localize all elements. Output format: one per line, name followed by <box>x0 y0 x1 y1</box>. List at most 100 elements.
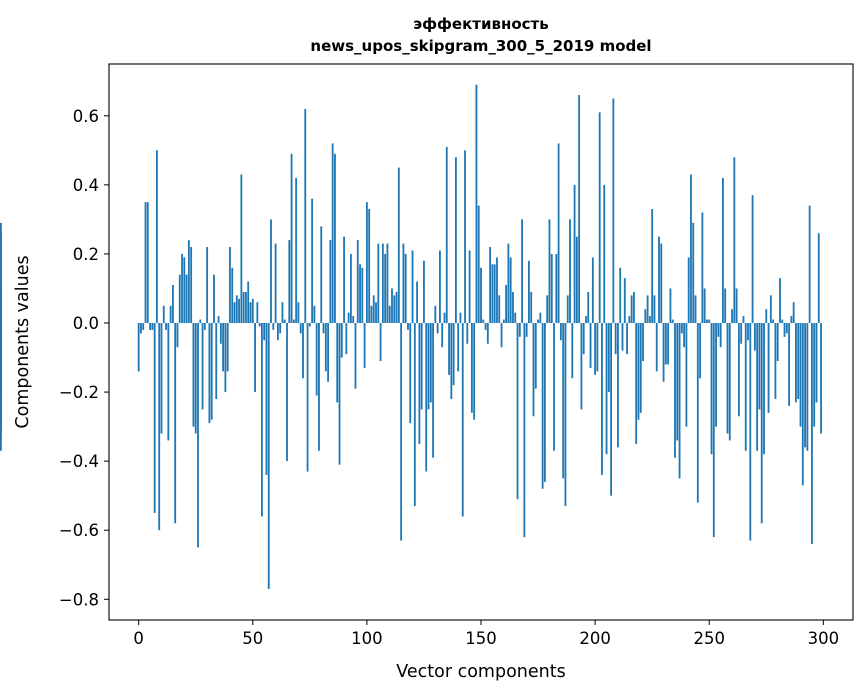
bar <box>749 323 752 541</box>
bar <box>605 323 608 455</box>
bar <box>648 316 651 324</box>
bar <box>521 219 523 323</box>
bar <box>788 323 791 406</box>
bar <box>664 323 667 365</box>
y-axis-label: Components values <box>13 255 33 428</box>
bar <box>0 222 2 324</box>
bar <box>523 323 526 538</box>
bar <box>619 267 622 323</box>
bar <box>441 323 444 348</box>
x-tick-label: 0 <box>133 629 144 648</box>
bar <box>466 323 469 344</box>
bar <box>792 302 795 324</box>
bar <box>375 302 377 324</box>
bar <box>509 257 512 323</box>
bar <box>445 146 448 323</box>
bar <box>165 323 167 330</box>
bar <box>429 323 432 403</box>
bar <box>320 226 323 324</box>
bar <box>525 323 528 337</box>
bar <box>363 323 366 368</box>
bar <box>144 202 147 324</box>
bar <box>299 323 302 334</box>
bar <box>356 240 359 323</box>
x-tick-label: 200 <box>579 629 611 648</box>
bar <box>160 323 163 434</box>
bar <box>397 167 400 323</box>
bar <box>452 323 455 386</box>
bar <box>564 323 567 507</box>
bar <box>187 240 190 323</box>
bar <box>149 323 151 330</box>
bar <box>753 323 756 351</box>
bar <box>596 323 599 372</box>
bar <box>489 247 492 324</box>
bar <box>416 281 419 324</box>
bar <box>674 323 676 458</box>
bar <box>315 323 318 396</box>
y-tick-label: −0.2 <box>59 383 99 402</box>
bar <box>815 323 818 403</box>
bar <box>265 323 268 475</box>
bar <box>418 323 421 444</box>
bar <box>286 323 288 462</box>
bar <box>240 174 243 324</box>
bar <box>482 319 485 323</box>
bar <box>338 323 341 465</box>
bar <box>224 323 227 393</box>
y-tick-label: 0.0 <box>73 314 99 333</box>
bar <box>500 323 503 348</box>
bar <box>454 157 457 323</box>
bar <box>676 323 679 441</box>
bar <box>215 323 218 399</box>
bar <box>733 157 736 323</box>
bar <box>226 323 229 372</box>
bar <box>254 323 256 393</box>
bar <box>530 291 533 324</box>
bar <box>393 295 396 324</box>
bar <box>610 323 612 496</box>
bar <box>443 312 446 324</box>
bar <box>217 316 220 324</box>
bar <box>183 257 186 323</box>
bar <box>799 323 802 427</box>
bar <box>146 202 149 324</box>
bar <box>660 243 663 324</box>
bar <box>194 323 197 434</box>
bar <box>318 323 320 451</box>
bar <box>486 323 489 344</box>
bar <box>703 288 706 323</box>
bar <box>628 316 631 324</box>
y-axis-ticks: −0.8 −0.6 −0.4 −0.2 0.0 0.2 0.4 0.6 <box>59 107 109 609</box>
bar <box>671 319 674 323</box>
bar <box>197 323 199 548</box>
bar <box>470 323 473 413</box>
bar <box>653 295 656 324</box>
bar <box>475 84 478 324</box>
bar <box>459 312 462 324</box>
bar <box>176 323 179 348</box>
bar <box>370 305 373 324</box>
bar <box>167 323 170 441</box>
bar <box>765 309 768 323</box>
bar <box>776 323 779 361</box>
bar <box>340 323 343 358</box>
bar <box>603 184 606 324</box>
bar <box>598 112 601 324</box>
bar <box>763 323 765 455</box>
bar <box>724 288 727 323</box>
bar <box>281 302 284 324</box>
bar <box>295 177 298 323</box>
bar <box>607 323 610 393</box>
bar <box>322 323 325 334</box>
bar <box>687 257 690 323</box>
bar <box>591 257 594 323</box>
bar <box>528 260 530 323</box>
bar <box>712 323 715 538</box>
bar <box>238 298 240 323</box>
bar <box>288 240 291 323</box>
y-tick-label: 0.6 <box>73 107 99 126</box>
bar <box>512 291 514 324</box>
bar <box>582 323 585 355</box>
bar <box>804 323 806 448</box>
